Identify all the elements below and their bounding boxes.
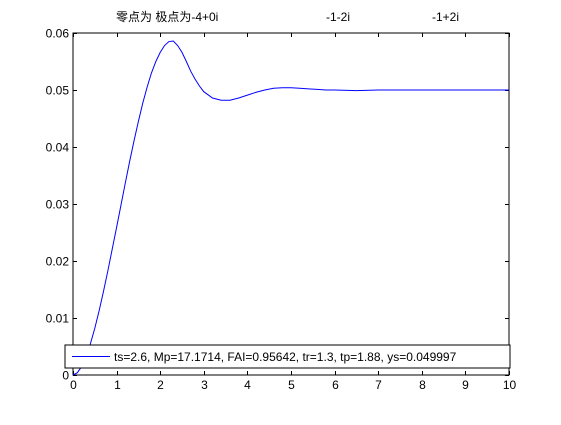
x-tick-label: 3 (201, 378, 208, 392)
y-tick-label: 0.02 (46, 255, 70, 269)
chart-title-segment: -1+2i (432, 10, 459, 24)
x-tick-label: 10 (503, 378, 517, 392)
y-tick-label: 0.03 (46, 198, 70, 212)
x-tick-label: 2 (157, 378, 164, 392)
x-tick-label: 1 (114, 378, 121, 392)
chart-title-segment: 零点为 极点为-4+0i (116, 10, 218, 24)
x-tick-label: 5 (288, 378, 295, 392)
x-tick-label: 0 (70, 378, 77, 392)
y-tick-label: 0.01 (46, 312, 70, 326)
title-layer: 零点为 极点为-4+0i -1-2i -1+2i (116, 10, 459, 24)
y-tick-label: 0.04 (46, 141, 70, 155)
legend-entry-label: ts=2.6, Mp=17.1714, FAI=0.95642, tr=1.3,… (114, 350, 457, 364)
x-tick-label: 6 (332, 378, 339, 392)
y-tick-label: 0.05 (46, 84, 70, 98)
x-tick-label: 8 (419, 378, 426, 392)
x-tick-label: 9 (462, 378, 469, 392)
legend: ts=2.6, Mp=17.1714, FAI=0.95642, tr=1.3,… (65, 345, 510, 368)
x-tick-label: 4 (244, 378, 251, 392)
plot-frame (73, 33, 509, 375)
x-tick-label: 7 (375, 378, 382, 392)
chart-title-segment: -1-2i (326, 10, 350, 24)
y-tick-label: 0 (62, 369, 69, 383)
y-tick-label: 0.06 (46, 27, 70, 41)
